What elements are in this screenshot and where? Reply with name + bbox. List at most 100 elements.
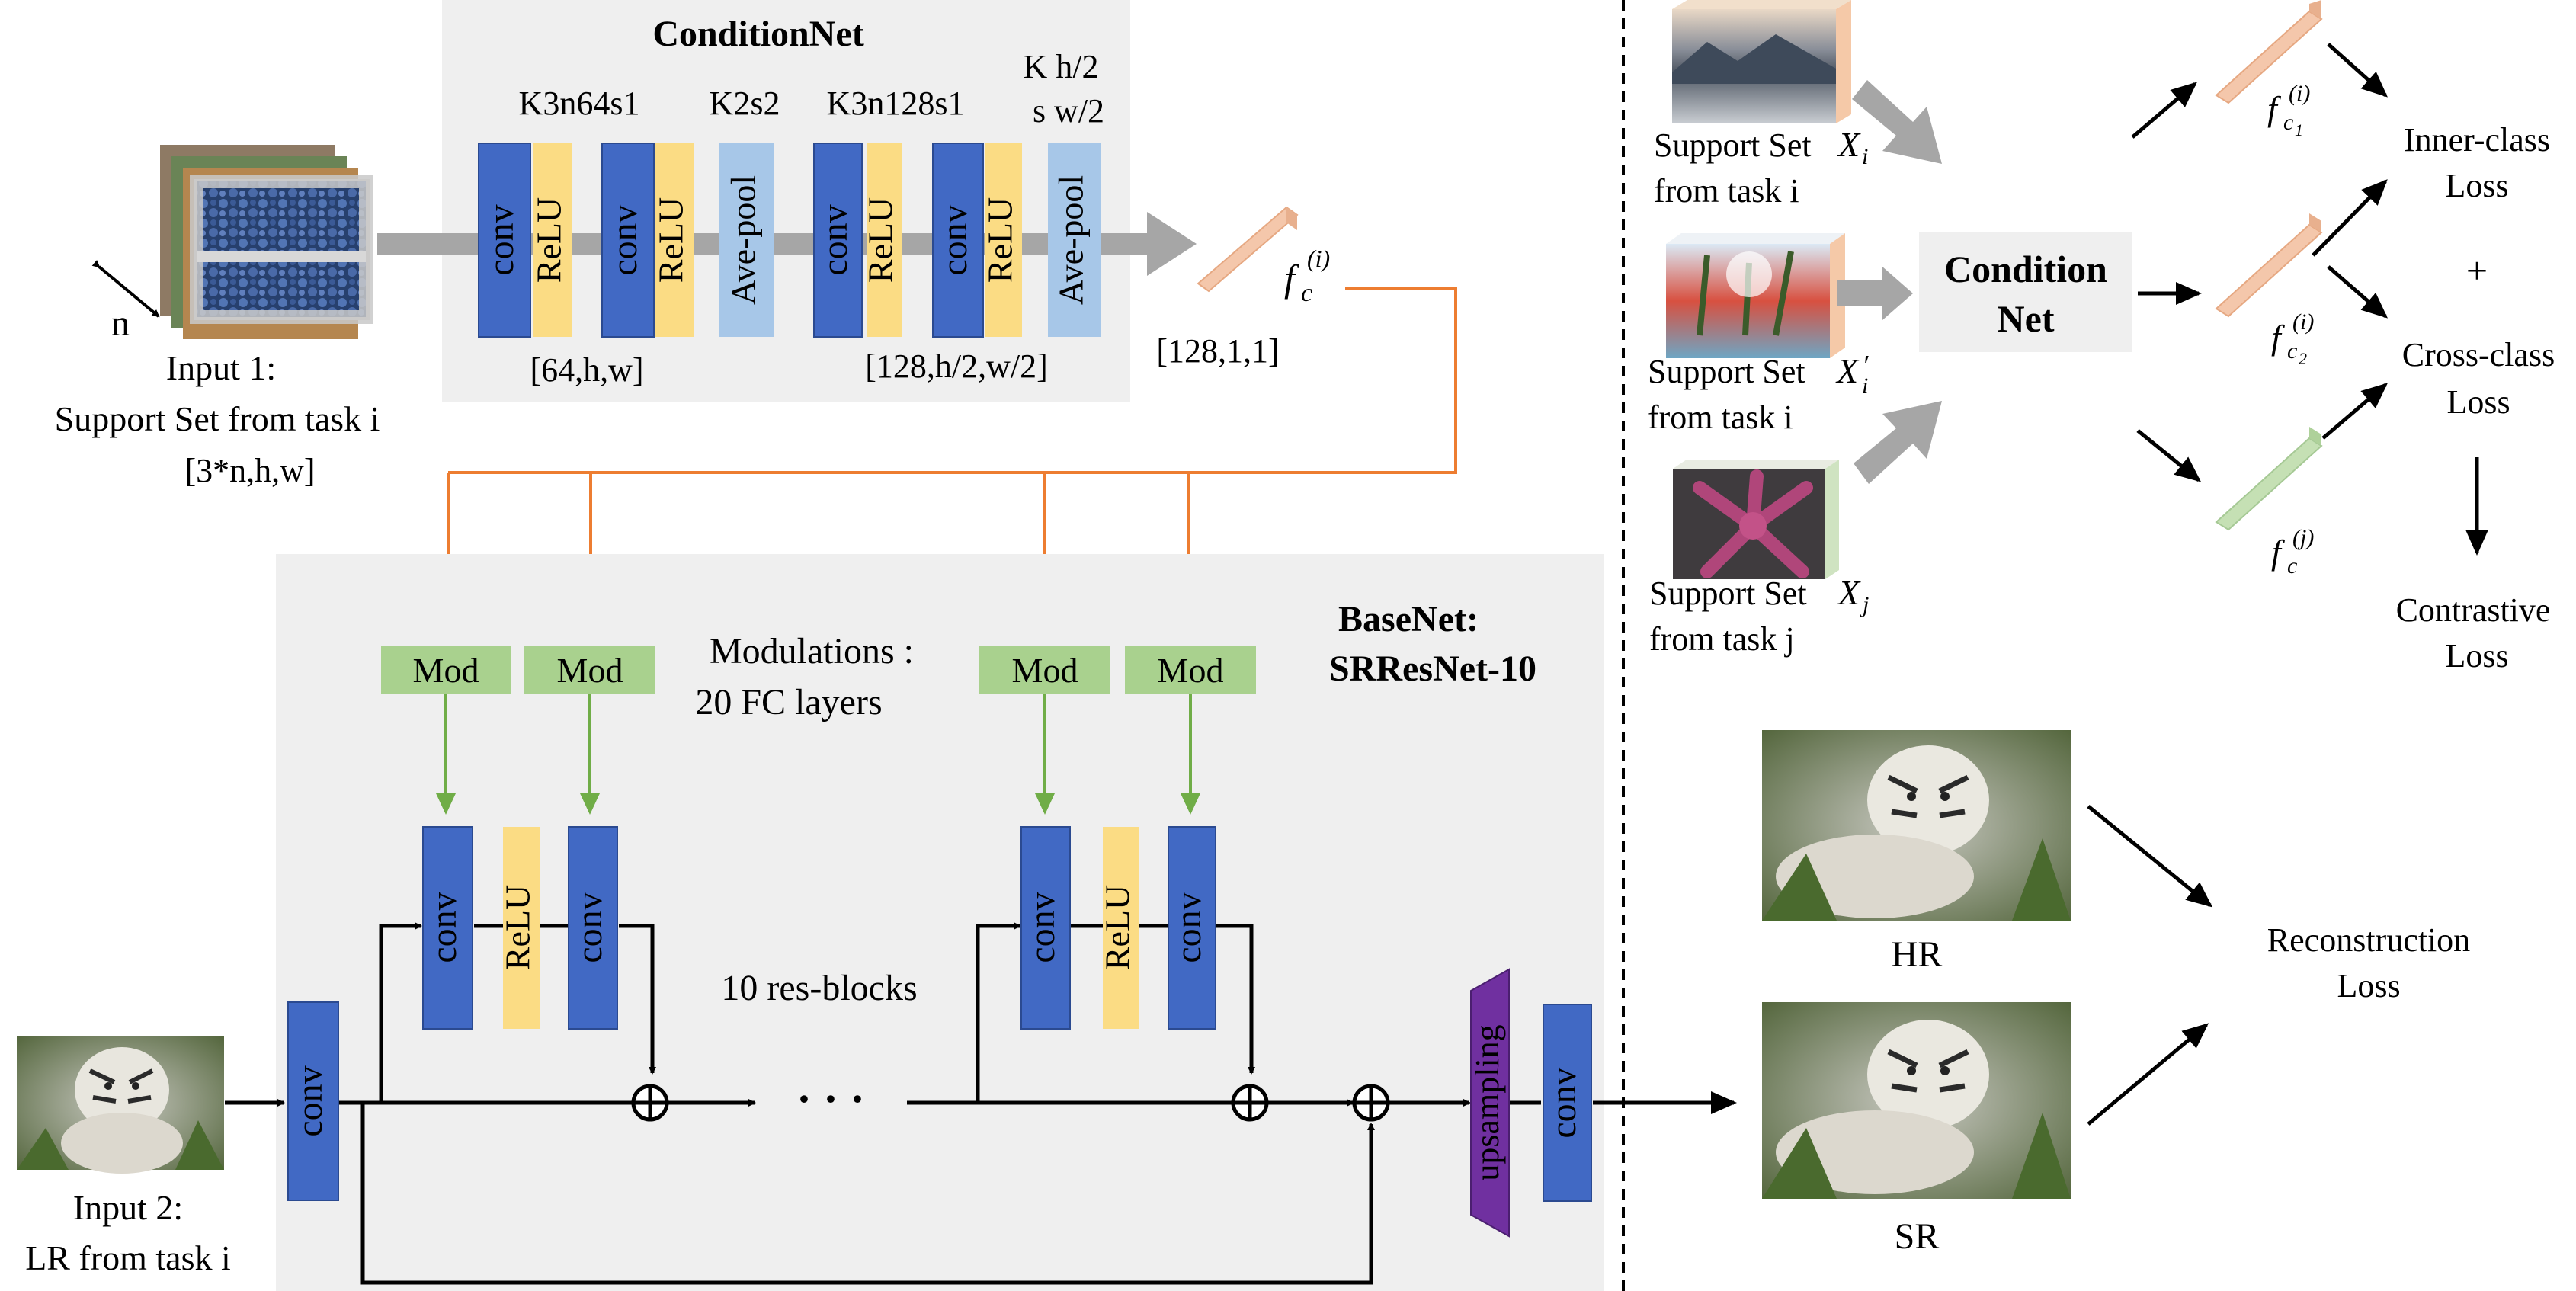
res-block-1-conv-b: conv <box>568 826 618 1030</box>
svg-text:(i): (i) <box>2292 309 2314 335</box>
hr-label: HR <box>1892 934 1943 975</box>
support-set-xi-label: Support Set X i from task i <box>1654 125 1868 210</box>
svg-text:upsampling: upsampling <box>1469 1024 1506 1180</box>
cn-relu-3: ReLU <box>861 143 902 337</box>
spec-k3n64s1: K3n64s1 <box>519 85 640 122</box>
svg-text:(i): (i) <box>1307 245 1330 272</box>
svg-text:f: f <box>2271 533 2286 572</box>
condition-net-title: ConditionNet <box>652 14 863 54</box>
fc2-label: f c 2 (i) <box>2271 309 2314 368</box>
svg-text:Mod: Mod <box>413 651 479 690</box>
svg-text:from task i: from task i <box>1648 399 1793 436</box>
fc-i-label: f c (i) <box>1284 245 1330 307</box>
support-set-xi-prime-label: Support Set X ′ i from task i <box>1648 350 1869 436</box>
svg-text:f: f <box>2267 89 2282 128</box>
support-set-xi-image <box>1672 0 1851 123</box>
svg-text:Support Set: Support Set <box>1648 353 1805 390</box>
mod-box-2: Mod <box>524 646 655 694</box>
basenet-title-line2: SRResNet-10 <box>1329 649 1536 689</box>
fcj-label: f c (j) <box>2271 525 2314 578</box>
n-label: n <box>111 303 130 344</box>
contrastive-loss-line2: Loss <box>2445 637 2508 674</box>
spec-kh2: K h/2 <box>1024 48 1099 85</box>
svg-text:c: c <box>2287 553 2297 578</box>
ellipsis-dots: · · · <box>796 1074 865 1124</box>
output-shape-128-1-1: [128,1,1] <box>1156 332 1279 370</box>
resblocks-label: 10 res-blocks <box>721 968 917 1008</box>
sr-image <box>1762 1002 2071 1199</box>
svg-text:c: c <box>1301 279 1312 307</box>
svg-text:Mod: Mod <box>1012 651 1078 690</box>
shape-64-h-w: [64,h,w] <box>530 351 643 389</box>
res-block-1-relu: ReLU <box>498 827 540 1029</box>
support-set-image-stack <box>160 145 373 339</box>
svg-text:Ave-pool: Ave-pool <box>724 175 763 305</box>
svg-text:conv: conv <box>1022 892 1062 963</box>
reconstruction-arrows <box>2087 805 2213 1126</box>
svg-text:X: X <box>1837 573 1861 612</box>
svg-text:Mod: Mod <box>557 651 623 690</box>
modulations-label-line2: 20 FC layers <box>695 682 882 722</box>
contrastive-loss-line1: Contrastive <box>2396 591 2551 629</box>
svg-text:conv: conv <box>290 1065 330 1136</box>
condition-net-box <box>1919 232 2132 352</box>
fc1-label: f c 1 (i) <box>2267 81 2310 139</box>
sum-node-3 <box>1352 1084 1390 1122</box>
condition-net-box-line2: Net <box>1998 297 2055 340</box>
green-modulation-arrows <box>436 694 1200 815</box>
cn-relu-1: ReLU <box>530 143 572 337</box>
gray-arrows-into-condition-net <box>1837 80 1942 484</box>
cn-avepool-2: Ave-pool <box>1048 143 1101 337</box>
spec-sw2: s w/2 <box>1033 92 1104 130</box>
cn-conv-3: conv <box>813 143 863 338</box>
sum-node-2 <box>1231 1084 1269 1122</box>
n-double-arrow <box>91 260 160 318</box>
reconstruction-loss-line2: Loss <box>2337 967 2400 1004</box>
mod-box-1: Mod <box>381 646 511 694</box>
upsampling-layer: upsampling <box>1469 968 1510 1238</box>
svg-text:X: X <box>1835 351 1860 390</box>
svg-text:conv: conv <box>1168 892 1209 963</box>
svg-text:ReLU: ReLU <box>1098 885 1137 970</box>
svg-text:conv: conv <box>604 204 645 275</box>
svg-text:Support Set: Support Set <box>1649 575 1807 612</box>
spec-k3n128s1: K3n128s1 <box>827 85 965 122</box>
basenet-title-line1: BaseNet: <box>1338 599 1479 639</box>
cn-avepool-1: Ave-pool <box>719 143 774 337</box>
input1-shape: [3*n,h,w] <box>184 452 315 489</box>
svg-text:i: i <box>1862 373 1868 399</box>
svg-text:(i): (i) <box>2289 81 2310 106</box>
cross-class-loss-line2: Loss <box>2446 383 2510 421</box>
svg-text:from task j: from task j <box>1649 620 1795 658</box>
hr-image <box>1762 730 2071 921</box>
svg-text:ReLU: ReLU <box>981 197 1020 283</box>
svg-text:2: 2 <box>2299 349 2307 368</box>
cn-relu-2: ReLU <box>652 143 694 337</box>
input1-label-line2: Support Set from task i <box>55 399 380 438</box>
svg-text:conv: conv <box>1543 1067 1584 1138</box>
svg-text:ReLU: ReLU <box>498 885 537 970</box>
svg-text:c: c <box>2287 338 2297 364</box>
mod-box-4: Mod <box>1125 646 1256 694</box>
mod-box-3: Mod <box>979 646 1110 694</box>
res-block-2-conv-a: conv <box>1020 826 1071 1030</box>
svg-text:conv: conv <box>424 892 464 963</box>
cn-conv-4: conv <box>932 143 984 338</box>
svg-text:(j): (j) <box>2292 525 2314 550</box>
inner-class-loss-line1: Inner-class <box>2404 121 2550 159</box>
shape-128-h2-w2: [128,h/2,w/2] <box>865 348 1048 385</box>
cross-class-loss-line1: Cross-class <box>2402 336 2555 373</box>
feature-vector-fc1 <box>2215 0 2323 104</box>
input2-label-line1: Input 2: <box>73 1188 183 1227</box>
res-block-1-conv-a: conv <box>422 826 473 1030</box>
basenet-wiring <box>225 922 1737 1285</box>
support-set-xj-label: Support Set X j from task j <box>1649 573 1869 658</box>
condition-flow-arrowhead <box>1147 212 1197 276</box>
svg-text:′: ′ <box>1862 350 1869 382</box>
svg-text:ReLU: ReLU <box>861 197 900 283</box>
svg-text:1: 1 <box>2295 120 2303 139</box>
cn-conv-2: conv <box>601 143 655 338</box>
reconstruction-loss-line1: Reconstruction <box>2267 921 2470 959</box>
feature-vector-fcj <box>2215 427 2323 531</box>
